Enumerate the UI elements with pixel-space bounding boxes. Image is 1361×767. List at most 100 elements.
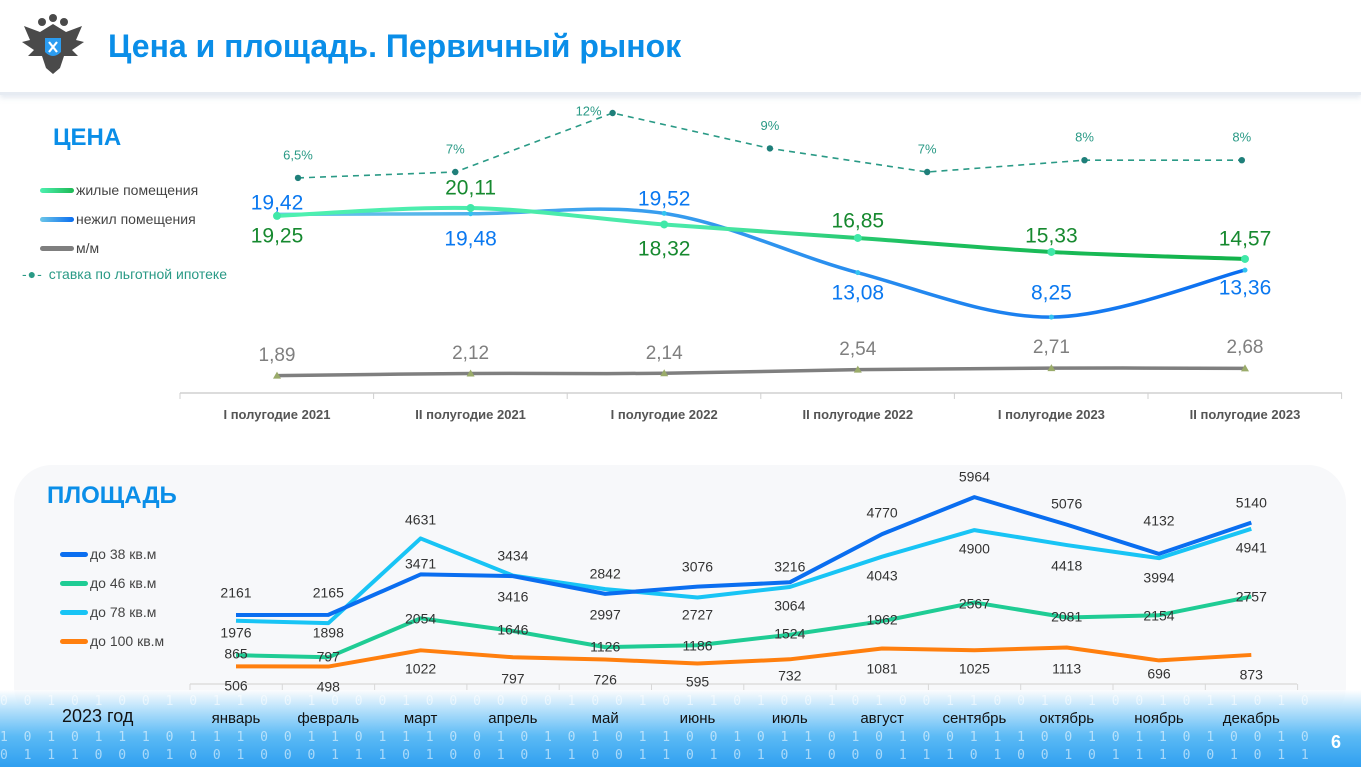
- legend-area-78: до 78 кв.м: [60, 604, 156, 620]
- legend-mm: м/м: [40, 240, 99, 256]
- series-marker: [661, 210, 667, 216]
- x-axis-title: 2023 год: [62, 706, 134, 726]
- series-line-0: [235, 495, 1252, 618]
- series-marker: [1242, 267, 1248, 273]
- rate-point: [609, 109, 616, 117]
- x-tick-label: I полугодие 2022: [611, 407, 718, 422]
- data-label: 797: [501, 671, 525, 687]
- data-label: 726: [594, 672, 618, 688]
- legend-label: до 100 кв.м: [90, 633, 165, 649]
- data-label: 1524: [774, 626, 805, 642]
- series-marker: [1047, 247, 1056, 256]
- data-label: 3216: [774, 559, 805, 575]
- x-tick-label: апрель: [488, 710, 537, 727]
- data-label: 3434: [497, 548, 528, 564]
- data-label: 16,85: [832, 210, 885, 233]
- price-section-title: ЦЕНА: [53, 124, 122, 151]
- data-label: 1022: [405, 661, 436, 677]
- page-title: Цена и площадь. Первичный рынок: [108, 28, 682, 64]
- x-tick-label: I полугодие 2023: [998, 407, 1105, 422]
- legend-label: до 46 кв.м: [90, 575, 157, 591]
- page-number: 6: [1330, 732, 1341, 752]
- binary-decoration: 1 0 1 0 1 1 1 0 1 1 1 0 0 1 1 0 1 1 1 0 …: [0, 730, 1313, 745]
- data-label: 1126: [590, 639, 620, 655]
- rate-point: [766, 145, 774, 152]
- series-line-1: [275, 207, 1247, 319]
- rate-label: 9%: [761, 118, 780, 133]
- x-tick-label: март: [404, 710, 438, 727]
- data-label: 1025: [959, 661, 990, 677]
- data-label: 2054: [405, 611, 436, 627]
- legend-label: жилые помещения: [76, 182, 199, 198]
- binary-decoration: 0 1 1 1 0 0 0 1 0 0 1 0 0 0 1 1 1 0 1 0 …: [0, 748, 1313, 763]
- data-label: 2842: [590, 566, 621, 582]
- x-tick-label: ноябрь: [1134, 710, 1184, 727]
- data-label: 3994: [1143, 570, 1174, 586]
- legend-swatch: [60, 551, 88, 557]
- data-label: 1962: [867, 612, 898, 628]
- data-label: 2,14: [646, 343, 683, 364]
- series-line-0: [275, 205, 1247, 261]
- data-label: 13,08: [832, 282, 885, 305]
- legend-rate: -●- ставка по льготной ипотеке: [22, 266, 227, 282]
- series-marker: [853, 365, 862, 373]
- data-label: 4631: [405, 512, 436, 528]
- data-label: 1113: [1052, 661, 1081, 677]
- data-label: 1976: [220, 625, 251, 641]
- area-chart: январь февраль март апрель май июнь июль август…: [189, 469, 1299, 727]
- data-label: 2567: [959, 596, 990, 612]
- legend-swatch: [60, 638, 88, 644]
- data-label: 1081: [867, 661, 898, 677]
- data-label: 19,48: [444, 228, 497, 251]
- emblem-logo: [22, 14, 84, 74]
- data-label: 18,32: [638, 238, 691, 261]
- data-label: 4418: [1051, 558, 1082, 574]
- series-marker: [1241, 364, 1249, 372]
- data-label: 4043: [867, 568, 898, 584]
- x-tick-label: май: [592, 710, 619, 727]
- x-tick-label: январь: [212, 710, 261, 727]
- x-tick-label: июль: [772, 710, 808, 727]
- data-label: 5964: [959, 469, 990, 485]
- rate-point: [1081, 157, 1088, 164]
- binary-decoration: 0 0 1 0 1 0 0 1 0 1 1 0 0 1 0 0 0 1 0 0 …: [0, 694, 1313, 709]
- rate-label: 12%: [576, 103, 602, 118]
- data-label: 2,71: [1033, 337, 1070, 358]
- data-label: 2,54: [839, 339, 876, 360]
- legend-area-38: до 38 кв.м: [60, 546, 156, 562]
- data-label: 2154: [1143, 608, 1174, 624]
- data-label: 4941: [1236, 540, 1267, 556]
- series-line-1: [235, 594, 1252, 660]
- series-line-3: [235, 645, 1252, 669]
- x-tick-label: сентябрь: [942, 710, 1006, 727]
- series-marker: [273, 211, 281, 220]
- data-label: 2161: [220, 585, 251, 601]
- series-marker: [1241, 254, 1249, 263]
- rate-label: 7%: [918, 141, 937, 156]
- data-label: 3416: [497, 589, 528, 605]
- area-section-title: ПЛОЩАДЬ: [47, 482, 177, 509]
- data-label: 506: [224, 678, 248, 694]
- header: Цена и площадь. Первичный рынок: [0, 0, 1361, 95]
- series-marker: [273, 371, 281, 379]
- data-label: 2081: [1051, 609, 1082, 625]
- data-label: 1186: [682, 638, 712, 654]
- data-label: 2757: [1236, 589, 1267, 605]
- data-label: 2,68: [1227, 337, 1264, 358]
- series-line-2: [235, 526, 1252, 626]
- data-label: 797: [317, 649, 341, 665]
- rate-point: [924, 168, 931, 176]
- x-tick-label: октябрь: [1039, 710, 1094, 727]
- data-label: 1646: [497, 622, 528, 638]
- data-label: 2727: [682, 607, 713, 623]
- data-label: 3471: [405, 556, 436, 572]
- rate-label: 8%: [1075, 130, 1094, 145]
- series-marker: [853, 233, 862, 242]
- legend-label: до 38 кв.м: [90, 546, 157, 562]
- rate-point: [1238, 157, 1246, 164]
- data-label: 20,11: [445, 177, 496, 200]
- series-line-2: [275, 366, 1247, 378]
- data-label: 5076: [1051, 496, 1082, 512]
- data-label: 5140: [1236, 495, 1267, 511]
- data-label: 14,57: [1219, 228, 1272, 251]
